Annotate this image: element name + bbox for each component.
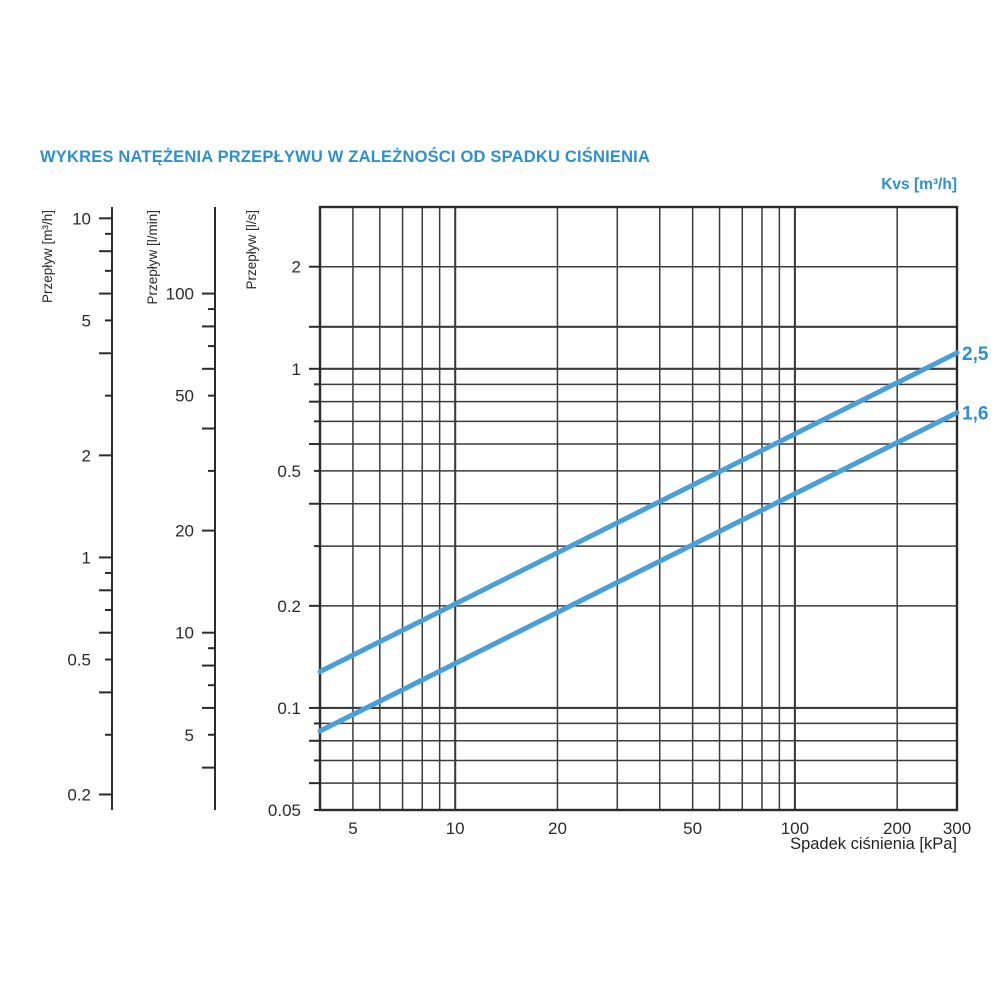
x-tick-label: 10 [446,819,465,838]
x-tick-label: 20 [548,819,567,838]
flow-scale-unit-label: Przepływ [l/min] [145,210,160,305]
x-tick-label: 100 [781,819,809,838]
scale-tick-label: 10 [72,209,91,228]
scale-tick-label: 20 [175,522,194,541]
scale-tick-label: 10 [175,624,194,643]
scale-tick-label: 0.5 [67,651,91,670]
kvs-curve-label-1-6: 1,6 [962,404,988,425]
flow-scale-ls: 2 1 0.5 0.2 0.1 0.05 Przepływ [l/s] [244,210,320,820]
kvs-curve-label-2-5: 2,5 [962,344,989,365]
scale-tick-label: 5 [82,311,91,330]
plot-border [318,205,959,812]
scale-tick-label: 0.1 [277,699,301,718]
flow-scale-lmin: 100 50 20 10 5 Przepływ [l/min] [145,207,216,810]
kvs-curve-2-5 [317,350,960,675]
scale-tick-label: 2 [82,446,91,465]
flow-scale-unit-label: Przepływ [m³/h] [40,210,55,303]
scale-tick-label: 50 [175,387,194,406]
x-tick-label: 200 [883,819,911,838]
x-tick-label: 5 [348,819,357,838]
scale-tick-label: 0.05 [268,801,301,820]
kvs-unit-header: Kvs [m³/h] [881,176,957,193]
scale-tick-label: 100 [166,285,194,304]
scale-tick-label: 1 [82,548,91,567]
kvs-curves: 2,5 1,6 [317,344,989,734]
scale-tick-label: 5 [185,726,194,745]
flow-scale-m3h: 10 5 2 1 0.5 0.2 Przepływ [m³/h] [40,207,113,810]
x-tick-label: 50 [683,819,702,838]
grid-vertical-lines [319,207,958,810]
x-tick-labels: 5 10 20 50 100 200 300 [348,819,971,838]
scale-tick-label: 0.2 [67,785,91,804]
chart-title: WYKRES NATĘŻENIA PRZEPŁYWU W ZALEŻNOŚCI … [40,148,651,166]
scale-tick-label: 0.5 [277,462,301,481]
kvs-curve-1-6 [317,410,960,734]
grid-horizontal-lines [320,206,957,811]
scale-tick-label: 2 [292,258,301,277]
scale-tick-label: 1 [292,360,301,379]
x-tick-label: 300 [943,819,971,838]
x-axis-label: Spadek ciśnienia [kPa] [790,835,957,853]
scale-tick-label: 0.2 [277,597,301,616]
flow-scale-unit-label: Przepływ [l/s] [244,210,259,290]
